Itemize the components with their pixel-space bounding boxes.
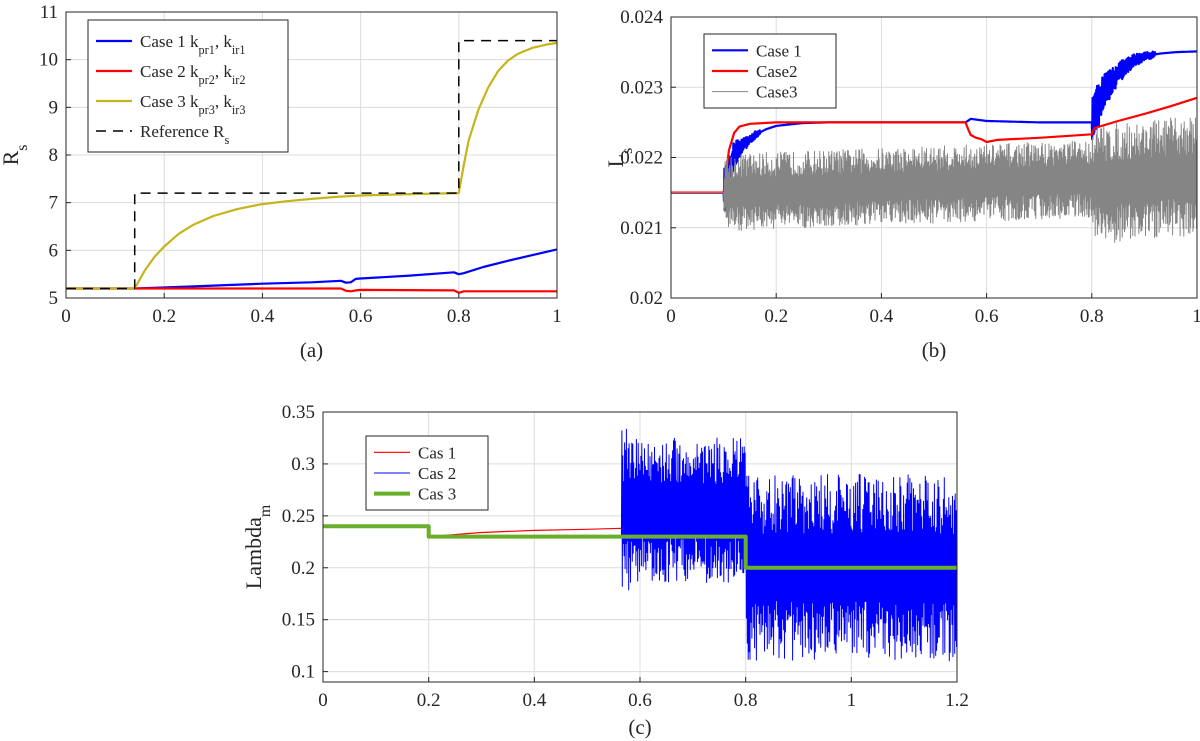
- panel-caption: (a): [300, 338, 323, 362]
- y-tick-label: 10: [39, 50, 58, 71]
- legend: Case 1 kpr1, kir1 Case 2 kpr2, kir2 Case 3…: [87, 19, 289, 153]
- legend-box: [87, 19, 289, 153]
- series-line-case-3-k: [66, 41, 557, 290]
- x-tick-label: 0.8: [1080, 306, 1104, 327]
- y-tick-label: 0.02: [630, 288, 663, 309]
- series-line-cas-3: [323, 524, 957, 570]
- y-tick-label: 0.1: [291, 662, 315, 683]
- x-tick-label: 0.4: [251, 306, 275, 327]
- y-tick-label: 0.15: [282, 610, 315, 631]
- x-tick-label: 0: [318, 690, 328, 711]
- series-group: [671, 50, 1197, 243]
- legend-box: [365, 435, 489, 511]
- legend-label: Case 1 kpr1, kir1: [140, 32, 245, 57]
- x-tick-label: 0.4: [522, 690, 546, 711]
- y-tick-label: 0.25: [282, 506, 315, 527]
- y-tick-label: 0.35: [282, 402, 315, 423]
- y-tick-label: 0.021: [620, 218, 663, 239]
- x-tick-label: 0.4: [870, 306, 894, 327]
- legend-label: Case2: [756, 62, 798, 81]
- x-tick-label: 1: [552, 306, 562, 327]
- x-tick-label: 0: [666, 306, 676, 327]
- y-tick-label: 0.023: [620, 77, 663, 98]
- x-tick-label: 0.2: [152, 306, 176, 327]
- y-axis-label: Ls: [603, 148, 636, 168]
- panel-caption: (b): [922, 338, 947, 362]
- y-tick-label: 6: [49, 240, 59, 261]
- y-tick-label: 0.022: [620, 148, 663, 169]
- legend-label: Case 1: [756, 41, 802, 60]
- y-tick-label: 9: [49, 97, 59, 118]
- series-line-case3: [671, 117, 1197, 243]
- legend-label: Cas 1: [418, 443, 456, 462]
- panel-a: 0 0.2 0.4 0.6 0.8 1 5 6 7 8 9 10 11 Rs (a) Case 1 kpr1,…: [0, 2, 562, 362]
- y-tick-label: 0.2: [291, 558, 315, 579]
- panel-c: 0 0.2 0.4 0.6 0.8 1 1.2 0.1 0.15 0.2 0.25 0.3 0.35 La…: [241, 402, 969, 739]
- y-tick-label: 5: [49, 288, 59, 309]
- x-tick-label: 1.2: [945, 690, 969, 711]
- series-line-case2: [671, 96, 1197, 194]
- series-line-case-1-k: [66, 248, 557, 290]
- y-axis-label: Lambdam: [241, 504, 274, 589]
- x-tick-label: 0.2: [417, 690, 441, 711]
- x-tick-label: 0.2: [764, 306, 788, 327]
- y-tick-label: 0.024: [620, 7, 663, 28]
- legend: Case 1 Case2 Case3: [703, 33, 837, 109]
- x-tick-label: 0: [61, 306, 71, 327]
- x-tick-label: 0.6: [349, 306, 373, 327]
- panel-b: 0 0.2 0.4 0.6 0.8 1 0.02 0.021 0.022 0.023 0.024 Ls…: [603, 7, 1200, 362]
- legend-label: Reference Rs: [140, 122, 229, 147]
- panel-caption: (c): [628, 715, 651, 739]
- legend-label: Cas 3: [418, 485, 456, 504]
- legend: Cas 1 Cas 2 Cas 3: [365, 435, 489, 511]
- y-tick-label: 11: [40, 2, 58, 23]
- series-line-case-2-k: [66, 287, 557, 294]
- x-tick-label: 1: [847, 690, 857, 711]
- y-tick-label: 7: [49, 193, 59, 214]
- legend-label: Case 3 kpr3, kir3: [140, 92, 245, 117]
- x-tick-label: 0.6: [628, 690, 652, 711]
- x-tick-label: 0.8: [734, 690, 758, 711]
- series-line-reference-r: [66, 39, 557, 290]
- x-tick-label: 1: [1192, 306, 1200, 327]
- series-group: [323, 428, 957, 662]
- series-group: [66, 39, 557, 294]
- y-tick-label: 0.3: [291, 454, 315, 475]
- legend-label: Cas 2: [418, 464, 456, 483]
- x-tick-label: 0.8: [447, 306, 471, 327]
- y-tick-label: 8: [49, 145, 59, 166]
- legend-label: Case 2 kpr2, kir2: [140, 62, 245, 87]
- x-tick-label: 0.6: [975, 306, 999, 327]
- y-axis-label: Rs: [0, 145, 31, 166]
- legend-label: Case3: [756, 83, 798, 102]
